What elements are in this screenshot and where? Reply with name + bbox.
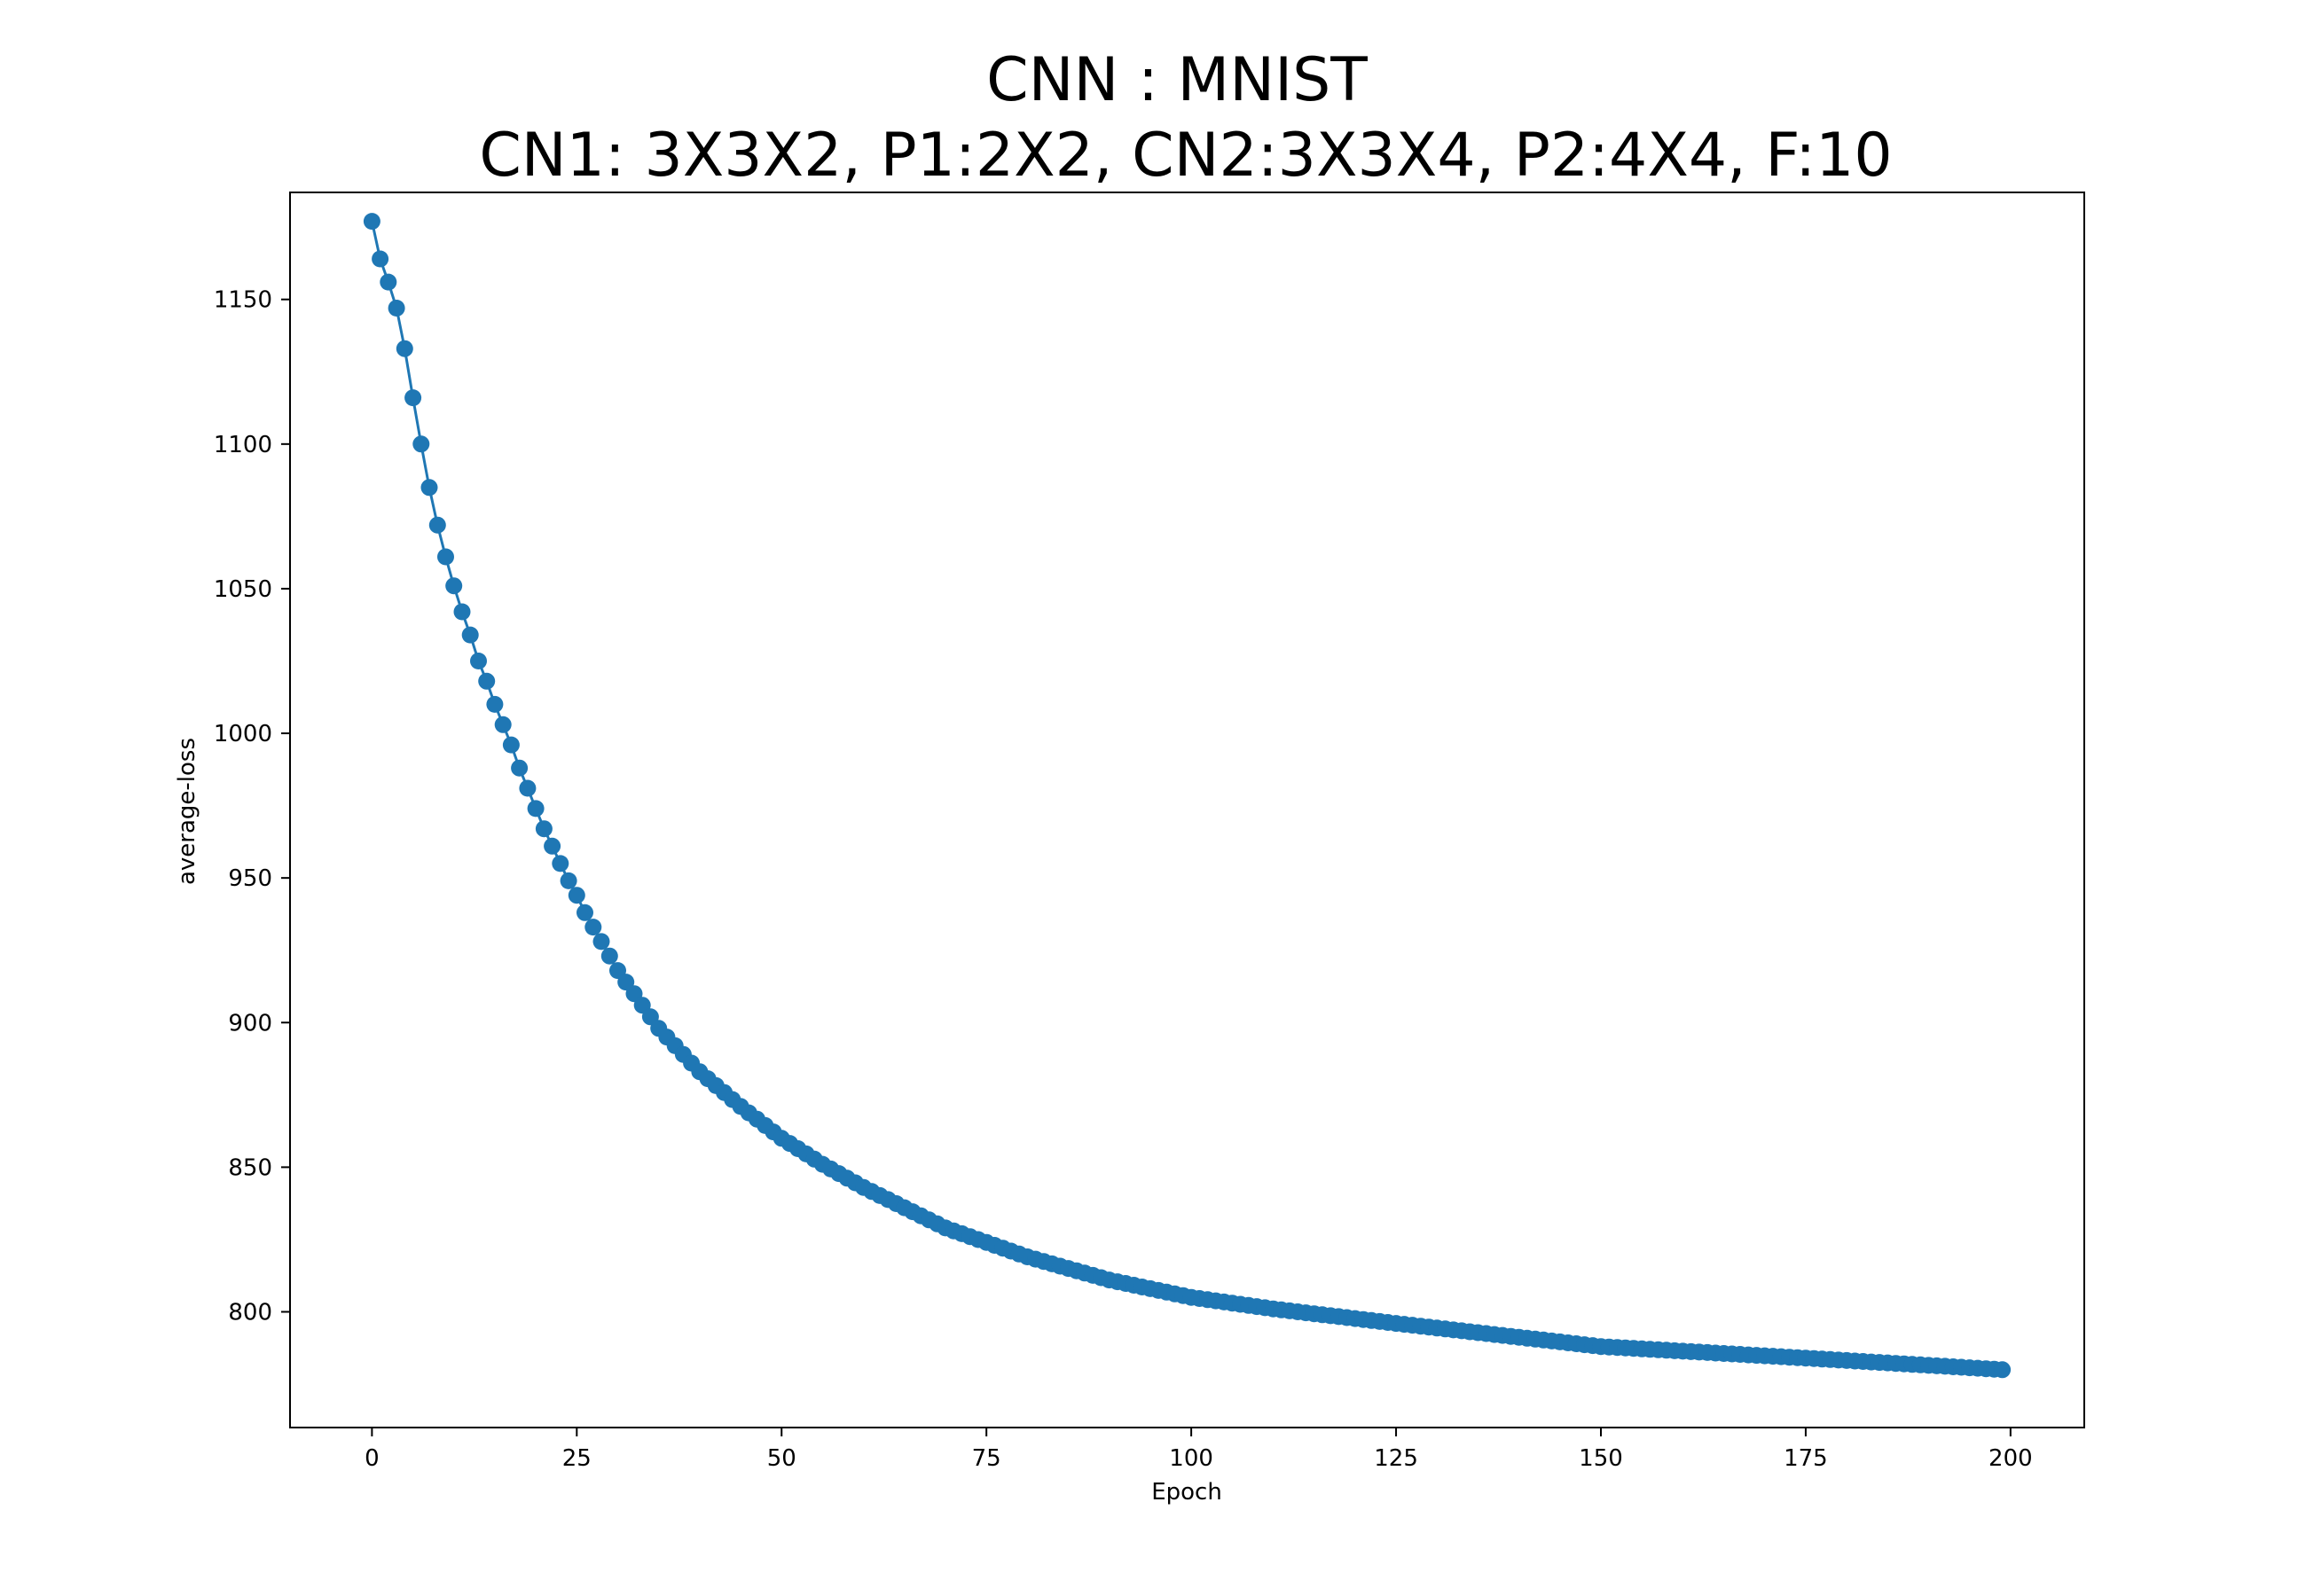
x-tick-label: 175: [1784, 1445, 1828, 1472]
x-axis-ticks: 0 25 50 75 100 125 150 175 200: [365, 1428, 2033, 1472]
data-point-epoch-199: [1994, 1361, 2012, 1379]
data-point-epoch-13: [470, 653, 487, 669]
y-tick-label: 1100: [214, 432, 272, 458]
x-axis-label: Epoch: [1151, 1479, 1222, 1506]
chart-title: CNN : MNIST: [986, 45, 1368, 115]
data-point-epoch-28: [592, 933, 610, 951]
y-axis-label: average-loss: [174, 738, 200, 885]
data-point-epoch-5: [404, 389, 422, 407]
data-point-epoch-8: [428, 516, 446, 534]
data-point-epoch-31: [617, 974, 635, 991]
data-point-epoch-12: [461, 626, 479, 644]
data-point-epoch-20: [527, 800, 545, 818]
y-tick-label: 950: [228, 865, 272, 892]
plot-frame: [289, 192, 2085, 1428]
data-point-epoch-25: [568, 887, 585, 904]
series-markers: [363, 213, 2012, 1379]
x-tick-label: 100: [1169, 1445, 1213, 1472]
data-point-epoch-11: [453, 603, 471, 621]
x-tick-label: 125: [1374, 1445, 1418, 1472]
data-point-epoch-18: [511, 759, 529, 777]
data-point-epoch-16: [494, 716, 512, 733]
y-tick-label: 800: [228, 1300, 272, 1326]
x-tick-label: 25: [562, 1445, 592, 1472]
data-point-epoch-1: [372, 250, 389, 268]
data-point-epoch-10: [445, 577, 463, 595]
data-point-epoch-9: [437, 548, 454, 566]
y-axis-ticks: 800 850 900 950 1000 1050 1100 1150: [214, 287, 290, 1326]
data-point-epoch-29: [600, 947, 618, 965]
data-point-epoch-24: [560, 872, 577, 889]
x-tick-label: 75: [972, 1445, 1001, 1472]
data-point-epoch-4: [396, 340, 413, 357]
data-point-epoch-19: [519, 779, 537, 797]
data-point-epoch-2: [380, 273, 397, 291]
plot-area: [290, 192, 2084, 1428]
x-tick-label: 50: [767, 1445, 796, 1472]
data-point-epoch-14: [478, 672, 496, 690]
data-point-epoch-27: [584, 919, 602, 936]
data-point-epoch-0: [363, 213, 380, 231]
data-point-epoch-22: [544, 837, 561, 855]
y-tick-label: 850: [228, 1154, 272, 1181]
data-point-epoch-7: [420, 479, 438, 497]
y-tick-label: 1150: [214, 287, 272, 314]
data-point-epoch-21: [535, 820, 553, 838]
data-point-epoch-3: [388, 300, 405, 317]
y-tick-label: 1000: [214, 721, 272, 747]
data-point-epoch-17: [502, 736, 520, 754]
x-tick-label: 200: [1988, 1445, 2033, 1472]
data-point-epoch-26: [576, 904, 593, 921]
data-point-epoch-23: [552, 855, 569, 872]
data-point-epoch-15: [486, 695, 504, 713]
chart-subtitle: CN1: 3X3X2, P1:2X2, CN2:3X3X4, P2:4X4, F…: [479, 121, 1892, 191]
y-tick-label: 1050: [214, 576, 272, 603]
y-tick-label: 900: [228, 1010, 272, 1037]
x-tick-label: 0: [365, 1445, 380, 1472]
data-point-epoch-6: [412, 435, 430, 453]
x-tick-label: 150: [1579, 1445, 1623, 1472]
